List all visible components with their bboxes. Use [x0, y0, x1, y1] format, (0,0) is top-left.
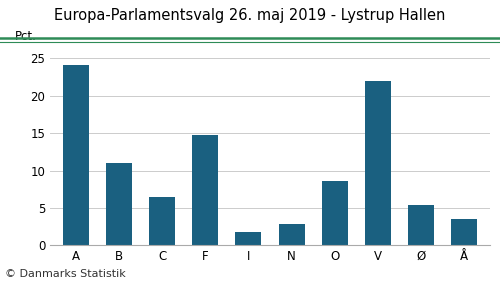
Bar	[278, 224, 304, 245]
Bar	[106, 163, 132, 245]
Bar	[149, 197, 175, 245]
Bar	[192, 135, 218, 245]
Text: Europa-Parlamentsvalg 26. maj 2019 - Lystrup Hallen: Europa-Parlamentsvalg 26. maj 2019 - Lys…	[54, 8, 446, 23]
Bar	[236, 232, 262, 245]
Text: Pct.: Pct.	[15, 30, 36, 43]
Bar	[322, 181, 347, 245]
Bar	[63, 65, 89, 245]
Text: © Danmarks Statistik: © Danmarks Statistik	[5, 269, 126, 279]
Bar	[365, 81, 391, 245]
Bar	[451, 219, 477, 245]
Bar	[408, 205, 434, 245]
